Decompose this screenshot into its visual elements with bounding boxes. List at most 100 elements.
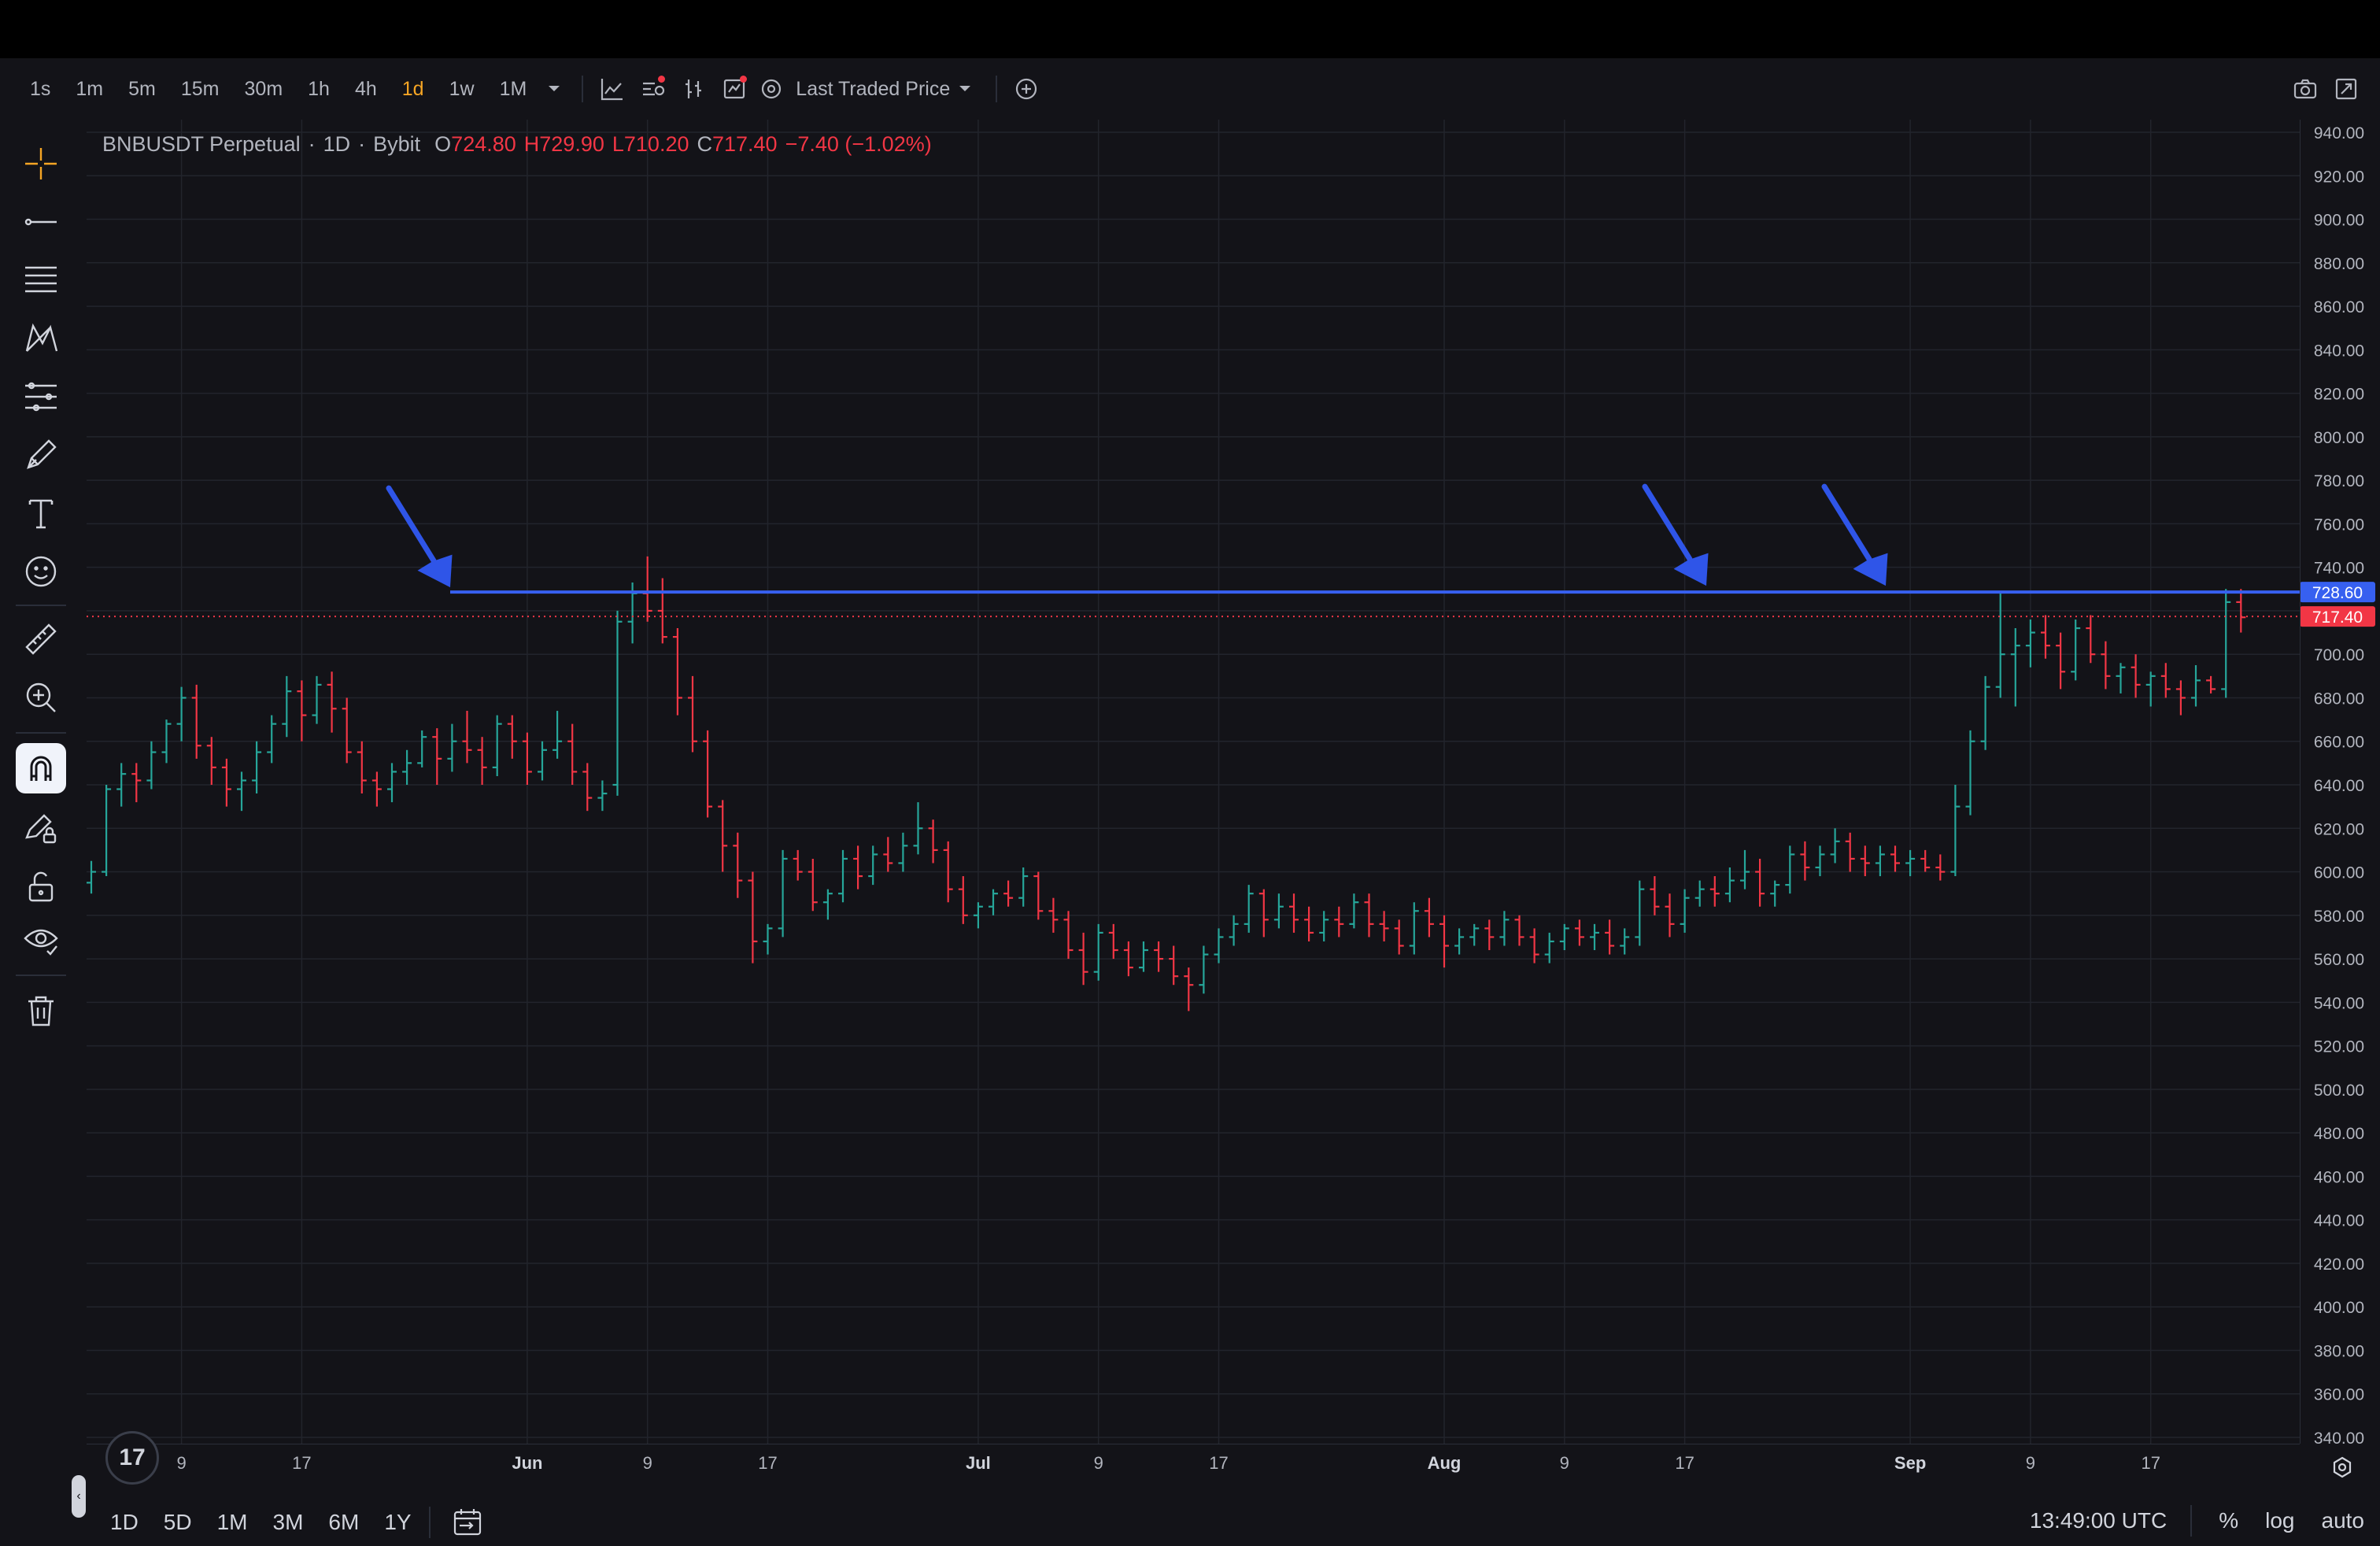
ohlc-bar xyxy=(1003,880,1014,907)
ohlc-bar xyxy=(522,732,532,785)
left-drawing-toolbar xyxy=(0,120,82,1546)
timeframe-1s[interactable]: 1s xyxy=(30,77,51,100)
ohlc-bar xyxy=(371,771,382,807)
legend-dot: · xyxy=(358,132,366,156)
price-source-dropdown[interactable]: Last Traded Price xyxy=(796,78,972,101)
ohlc-bar xyxy=(2086,615,2096,664)
ohlc-bar xyxy=(1229,915,1239,946)
timeframe-1m[interactable]: 1m xyxy=(76,77,104,100)
ohlc-bar xyxy=(748,871,758,963)
collapse-toolbar-handle[interactable]: ‹ xyxy=(72,1475,86,1518)
fib-retracement-tool-icon[interactable] xyxy=(16,255,66,305)
indicators-icon[interactable] xyxy=(635,71,671,107)
horizontal-line-price-label[interactable]: 728.60 xyxy=(2300,582,2375,603)
price-chart[interactable] xyxy=(87,120,2300,1444)
ohlc-bar xyxy=(1469,923,1480,946)
ohlc-bar xyxy=(357,741,367,794)
ohlc-bar xyxy=(703,730,713,818)
range-3M[interactable]: 3M xyxy=(272,1510,304,1534)
bottom-right-controls: 13:49:00 UTC % log auto xyxy=(2003,1505,2364,1537)
time-tick-label: Jun xyxy=(512,1453,542,1473)
range-1D[interactable]: 1D xyxy=(110,1510,139,1534)
annotation-arrow[interactable] xyxy=(386,485,453,588)
ohlc-bar xyxy=(1605,919,1615,955)
fullscreen-icon[interactable] xyxy=(2328,71,2364,107)
ohlc-bar xyxy=(1980,675,1990,750)
price-tick-label: 800.00 xyxy=(2314,429,2364,447)
range-6M[interactable]: 6M xyxy=(328,1510,360,1534)
log-scale-toggle[interactable]: log xyxy=(2265,1508,2295,1533)
ohlc-bar xyxy=(1830,828,1840,864)
axis-settings-gear-icon[interactable] xyxy=(2326,1452,2358,1483)
price-tick-label: 620.00 xyxy=(2314,820,2364,838)
ohlc-bar xyxy=(688,675,697,753)
ohlc-bar xyxy=(1379,911,1389,941)
magnet-mode-icon[interactable] xyxy=(16,743,66,793)
ohlc-bar xyxy=(1154,941,1164,972)
range-5D[interactable]: 5D xyxy=(163,1510,192,1534)
range-1Y[interactable]: 1Y xyxy=(384,1510,412,1534)
ohlc-bar xyxy=(657,578,667,644)
auto-scale-toggle[interactable]: auto xyxy=(2321,1508,2365,1533)
settings-target-icon[interactable] xyxy=(758,71,785,107)
price-axis[interactable]: 940.00 920.00 900.00 880.00 860.00 840.00 820.… xyxy=(2300,120,2380,1444)
percent-scale-toggle[interactable]: % xyxy=(2219,1508,2239,1533)
bar-style-icon[interactable] xyxy=(676,71,712,107)
ohlc-bar xyxy=(1289,893,1299,933)
timeframe-5m[interactable]: 5m xyxy=(128,77,156,100)
timeframe-15m[interactable]: 15m xyxy=(180,77,220,100)
stay-in-drawing-mode-icon[interactable] xyxy=(16,803,66,853)
ohlc-bar xyxy=(853,845,863,890)
tool-divider xyxy=(16,605,66,606)
price-tick-label: 540.00 xyxy=(2314,994,2364,1012)
timeframe-4h[interactable]: 4h xyxy=(354,77,377,100)
ohlc-bar xyxy=(2131,654,2141,698)
replay-icon[interactable] xyxy=(717,71,753,107)
bottom-divider xyxy=(2190,1505,2193,1537)
go-to-date-calendar-icon[interactable] xyxy=(449,1504,486,1540)
tradingview-logo[interactable]: 17 xyxy=(105,1431,159,1485)
timeframe-dropdown-icon[interactable] xyxy=(542,71,566,107)
pattern-tool-icon[interactable] xyxy=(16,313,66,364)
emoji-tool-icon[interactable] xyxy=(16,546,66,597)
price-tick-label: 860.00 xyxy=(2314,298,2364,316)
hide-drawings-eye-icon[interactable] xyxy=(16,915,66,965)
legend-symbol[interactable]: BNBUSDT Perpetual xyxy=(102,132,301,156)
crosshair-tool-icon[interactable] xyxy=(16,139,66,189)
ruler-measure-tool-icon[interactable] xyxy=(16,614,66,664)
legend-interval: 1D xyxy=(323,132,351,156)
ohlc-bar xyxy=(161,719,172,764)
trend-line-tool-icon[interactable] xyxy=(16,197,66,247)
ohlc-bar xyxy=(597,780,608,812)
utc-clock[interactable]: 13:49:00 UTC xyxy=(2029,1508,2168,1533)
annotation-arrow[interactable] xyxy=(1821,483,1888,586)
brush-tool-icon[interactable] xyxy=(16,430,66,480)
time-tick-label: 9 xyxy=(643,1453,652,1473)
ohlc-bar xyxy=(808,858,818,912)
tool-divider xyxy=(16,732,66,734)
time-axis[interactable]: 917Jun917Jul917Aug917Sep917O xyxy=(87,1444,2300,1478)
timeframe-30m[interactable]: 30m xyxy=(244,77,283,100)
ohlc-bar xyxy=(1334,906,1344,938)
price-tick-label: 560.00 xyxy=(2314,951,2364,969)
ohlc-bar xyxy=(1755,858,1765,907)
timeframe-1d[interactable]: 1d xyxy=(401,77,424,100)
ohlc-bar xyxy=(1724,867,1735,903)
forecast-tool-icon[interactable] xyxy=(16,372,66,422)
timeframe-1M[interactable]: 1M xyxy=(499,77,527,100)
zoom-in-tool-icon[interactable] xyxy=(16,672,66,723)
camera-icon[interactable] xyxy=(2287,71,2323,107)
annotation-arrow[interactable] xyxy=(1642,483,1709,586)
range-1M[interactable]: 1M xyxy=(216,1510,248,1534)
timeframe-1w[interactable]: 1w xyxy=(449,77,475,100)
add-plus-circle-icon[interactable] xyxy=(1008,71,1044,107)
timeframe-1h[interactable]: 1h xyxy=(308,77,330,100)
ohlc-bar xyxy=(507,715,517,759)
trash-remove-drawings-icon[interactable] xyxy=(16,986,66,1036)
lock-drawings-icon[interactable] xyxy=(16,861,66,912)
indicator-alert-dot xyxy=(658,76,666,83)
chart-type-icon[interactable] xyxy=(594,71,630,107)
price-tick-label: 400.00 xyxy=(2314,1299,2364,1317)
ohlc-bar xyxy=(1815,845,1825,877)
text-tool-icon[interactable] xyxy=(16,488,66,538)
